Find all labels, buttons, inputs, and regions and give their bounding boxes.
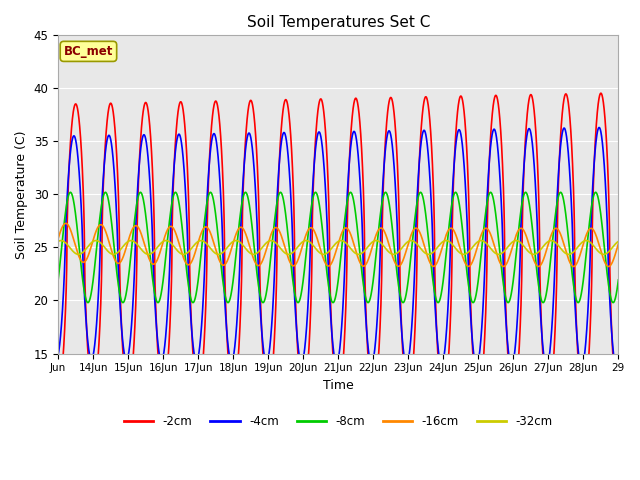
-4cm <box>612 365 620 371</box>
-8cm <box>119 300 127 305</box>
-4cm <box>614 360 622 366</box>
Line: -4cm: -4cm <box>58 128 618 368</box>
-32cm <box>54 239 62 244</box>
-16cm <box>54 236 62 241</box>
-32cm <box>57 238 65 243</box>
-32cm <box>419 248 426 253</box>
-16cm <box>268 228 276 234</box>
-2cm <box>472 389 480 395</box>
-8cm <box>156 296 164 302</box>
-8cm <box>515 224 523 230</box>
-4cm <box>390 164 398 170</box>
-16cm <box>419 237 426 243</box>
Line: -8cm: -8cm <box>58 192 618 302</box>
-2cm <box>614 399 622 405</box>
-16cm <box>472 248 480 253</box>
-16cm <box>390 258 398 264</box>
Title: Soil Temperatures Set C: Soil Temperatures Set C <box>246 15 430 30</box>
-2cm <box>54 388 62 394</box>
-4cm <box>419 131 426 137</box>
Line: -32cm: -32cm <box>58 240 618 254</box>
Y-axis label: Soil Temperature (C): Soil Temperature (C) <box>15 130 28 259</box>
-32cm <box>472 240 480 246</box>
-4cm <box>595 125 603 131</box>
-8cm <box>268 239 276 245</box>
Legend: -2cm, -4cm, -8cm, -16cm, -32cm: -2cm, -4cm, -8cm, -16cm, -32cm <box>119 410 557 433</box>
-32cm <box>156 241 164 247</box>
-4cm <box>515 290 523 296</box>
-32cm <box>515 239 523 244</box>
-2cm <box>156 374 164 380</box>
-32cm <box>460 252 467 257</box>
-4cm <box>472 362 480 368</box>
-16cm <box>614 241 622 247</box>
-32cm <box>268 238 276 244</box>
-8cm <box>472 290 480 296</box>
-2cm <box>268 370 276 375</box>
Text: BC_met: BC_met <box>64 45 113 58</box>
-4cm <box>54 352 62 358</box>
-32cm <box>614 239 622 244</box>
-2cm <box>597 90 605 96</box>
-2cm <box>390 111 398 117</box>
-2cm <box>419 110 426 116</box>
-8cm <box>390 245 398 251</box>
Line: -16cm: -16cm <box>58 223 618 266</box>
-2cm <box>515 353 523 359</box>
-16cm <box>156 250 164 255</box>
X-axis label: Time: Time <box>323 379 354 392</box>
-32cm <box>390 252 398 257</box>
-8cm <box>614 277 622 283</box>
-4cm <box>268 315 276 321</box>
-16cm <box>605 264 612 269</box>
-8cm <box>419 193 426 199</box>
-8cm <box>54 277 62 283</box>
-8cm <box>276 190 284 195</box>
-16cm <box>62 220 70 226</box>
-16cm <box>515 227 523 233</box>
-4cm <box>156 354 164 360</box>
Line: -2cm: -2cm <box>58 93 618 402</box>
